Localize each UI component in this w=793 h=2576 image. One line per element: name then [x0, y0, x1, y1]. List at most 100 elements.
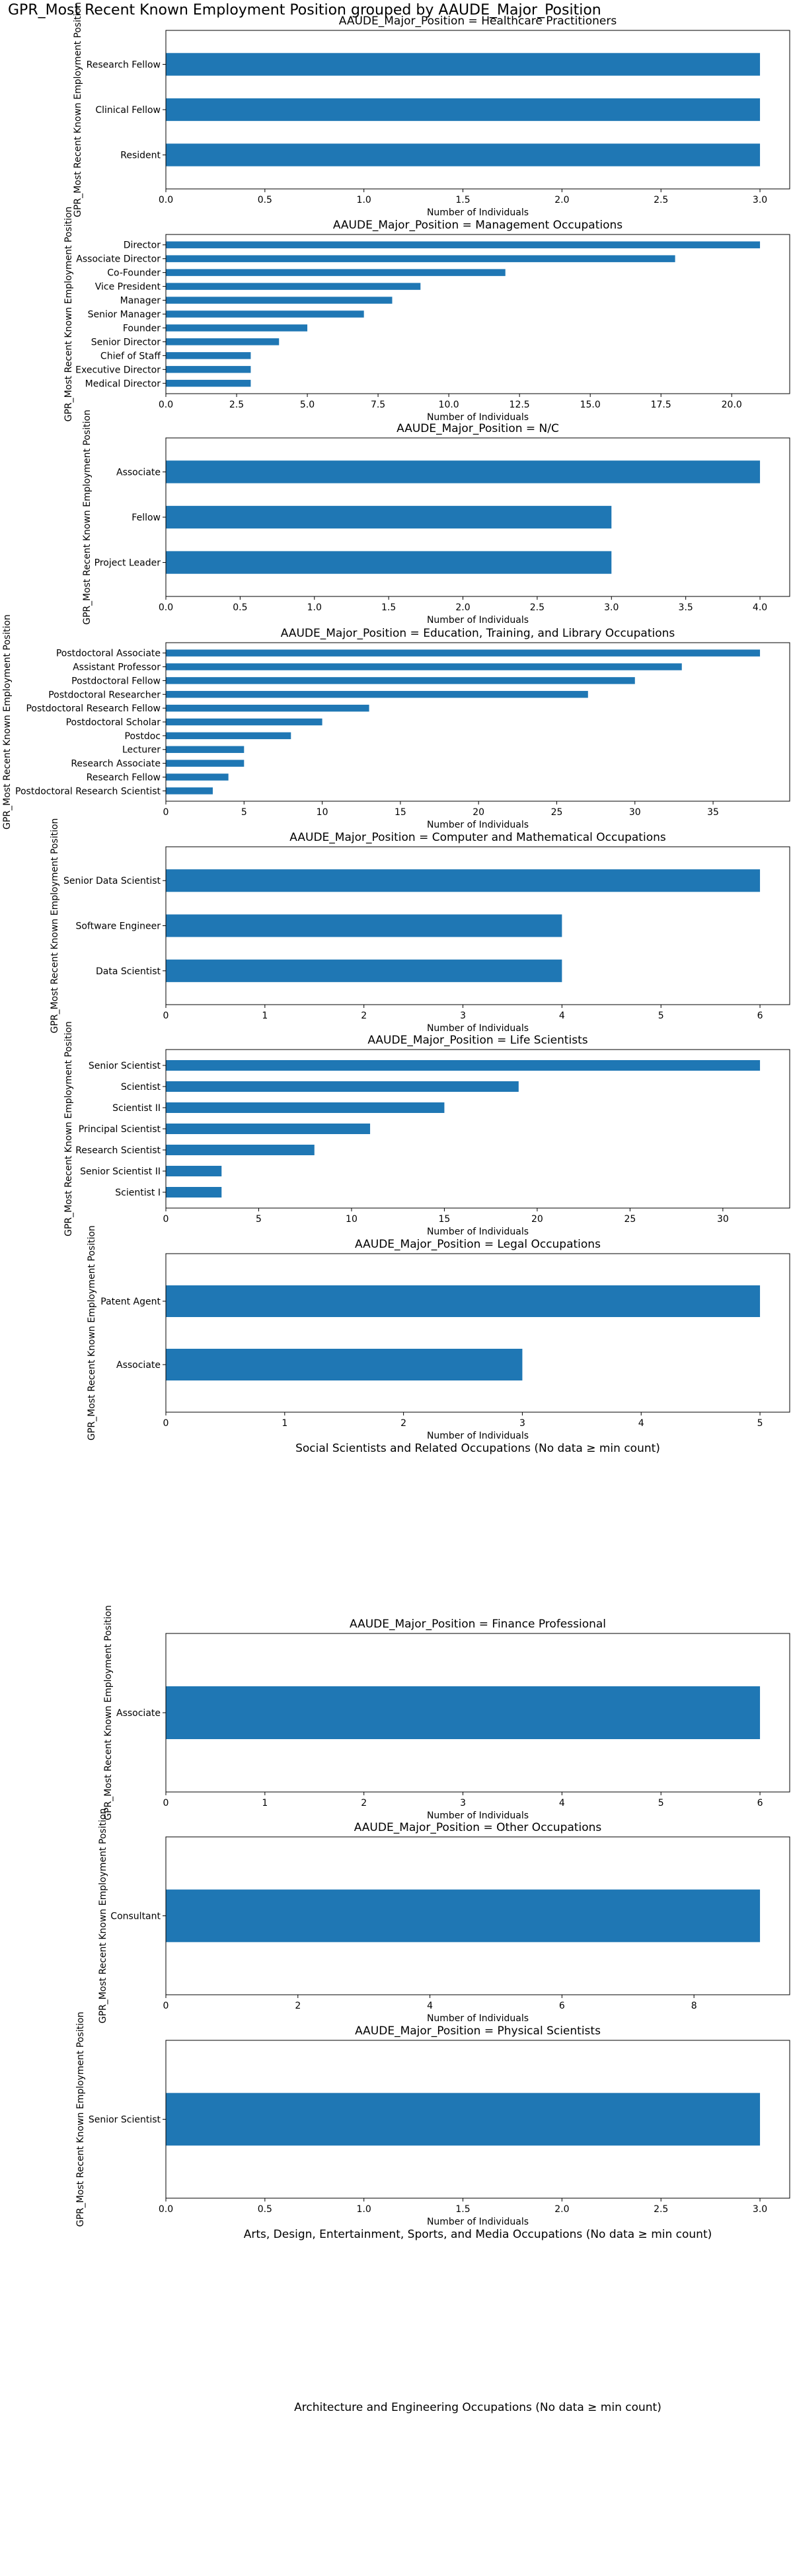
- panel-4-xtick-label: 10: [317, 807, 328, 818]
- panel-1-xtick-label: 1.5: [455, 195, 470, 205]
- panel-3-xtick-label: 1.5: [381, 602, 396, 613]
- panel-6-xtick-label: 20: [531, 1214, 543, 1225]
- panel-9-xtick-label: 1: [262, 1798, 268, 1808]
- panel-6-xtick-label: 0: [163, 1214, 169, 1225]
- panel-9-xtick-label: 3: [460, 1798, 466, 1808]
- panel-2-bar: [166, 366, 251, 373]
- panel-1-xtick-label: 0.5: [258, 195, 272, 205]
- panel-2-bar: [166, 380, 251, 387]
- panel-11-xtick-label: 1.0: [357, 2204, 371, 2215]
- panel-6-bar: [166, 1145, 315, 1155]
- panel-3-bar: [166, 505, 612, 529]
- panel-4-bar: [166, 718, 322, 726]
- panel-3-axes-frame: [165, 437, 790, 597]
- panel-10-xtick-label: 6: [559, 2001, 565, 2011]
- panel-5-bar: [166, 869, 761, 892]
- panel-6-ylabel: GPR_Most Recent Known Employment Positio…: [63, 1021, 74, 1236]
- panel-9-title: AAUDE_Major_Position = Finance Professio…: [350, 1618, 606, 1631]
- panel-12-empty-title: Arts, Design, Entertainment, Sports, and…: [244, 2228, 712, 2241]
- panel-2-xtick-label: 12.5: [510, 400, 530, 410]
- panel-11-xlabel: Number of Individuals: [427, 2217, 529, 2227]
- panel-4-bar: [166, 773, 229, 781]
- panel-3-xtick-label: 0.0: [159, 602, 173, 613]
- panel-6-axes-frame: [165, 1049, 790, 1209]
- panel-13-empty-title: Architecture and Engineering Occupations…: [294, 2401, 661, 2414]
- panel-4-ytick-label: Research Associate: [71, 759, 161, 769]
- panel-9-xtick-label: 5: [658, 1798, 664, 1808]
- panel-6-xtick-label: 5: [256, 1214, 262, 1225]
- panel-5-xtick-label: 3: [460, 1011, 466, 1021]
- panel-1-bar: [166, 98, 761, 122]
- panel-11-title: AAUDE_Major_Position = Physical Scientis…: [355, 2024, 601, 2038]
- panel-11-axes-frame: [165, 2040, 790, 2199]
- panel-4-bar: [166, 677, 635, 684]
- panel-5-xtick-label: 0: [163, 1011, 169, 1021]
- panel-5-ytick-label: Data Scientist: [96, 966, 161, 977]
- panel-3-ylabel: GPR_Most Recent Known Employment Positio…: [82, 410, 93, 625]
- panel-7-xtick-label: 2: [400, 1418, 406, 1429]
- panel-1-ytick-label: Resident: [120, 151, 161, 161]
- figure-title: GPR_Most Recent Known Employment Positio…: [8, 2, 601, 18]
- panel-4-ytick-label: Postdoctoral Associate: [56, 649, 161, 659]
- panel-11-xtick-label: 2.0: [554, 2204, 569, 2215]
- panel-5-xtick-label: 6: [757, 1011, 763, 1021]
- panel-2-xtick-label: 17.5: [651, 400, 671, 410]
- panel-1-title: AAUDE_Major_Position = Healthcare Practi…: [339, 15, 617, 28]
- panel-1-xtick-label: 2.0: [554, 195, 569, 205]
- panel-9-bar: [166, 1686, 761, 1739]
- panel-5-xtick-label: 4: [559, 1011, 565, 1021]
- panel-1-axes-frame: [165, 30, 790, 190]
- panel-1-xtick-label: 1.0: [357, 195, 371, 205]
- panel-4-ytick-label: Postdoctoral Researcher: [48, 690, 161, 700]
- panel-10-xlabel: Number of Individuals: [427, 2013, 529, 2024]
- panel-3-title: AAUDE_Major_Position = N/C: [397, 422, 559, 435]
- panel-6-ytick-label: Principal Scientist: [79, 1124, 161, 1135]
- panel-2-ytick-label: Manager: [120, 296, 161, 306]
- panel-2-ytick-label: Medical Director: [85, 378, 161, 389]
- panel-4-bar: [166, 649, 761, 657]
- panel-6-xtick-label: 30: [717, 1214, 729, 1225]
- panel-4-xtick-label: 5: [241, 807, 247, 818]
- panel-4-ytick-label: Postdoctoral Fellow: [71, 676, 161, 686]
- panel-4-ylabel: GPR_Most Recent Known Employment Positio…: [2, 614, 13, 830]
- panel-4-xtick-label: 15: [395, 807, 406, 818]
- panel-2-title: AAUDE_Major_Position = Management Occupa…: [333, 219, 623, 232]
- panel-6-ytick-label: Senior Scientist II: [80, 1166, 161, 1177]
- panel-4-ytick-label: Assistant Professor: [73, 662, 161, 673]
- panel-3-ytick-label: Associate: [116, 467, 161, 478]
- panel-2-ytick-label: Founder: [123, 323, 161, 334]
- panel-6-xlabel: Number of Individuals: [427, 1227, 529, 1237]
- panel-9-xtick-label: 2: [361, 1798, 367, 1808]
- panel-4-ytick-label: Lecturer: [122, 745, 161, 756]
- panel-4-xtick-label: 25: [551, 807, 563, 818]
- panel-3-xlabel: Number of Individuals: [427, 615, 529, 626]
- panel-6-ytick-label: Scientist II: [112, 1103, 161, 1114]
- panel-9-xtick-label: 4: [559, 1798, 565, 1808]
- panel-11-bar: [166, 2093, 761, 2146]
- panel-2-bar: [166, 310, 364, 318]
- panel-11-xtick-label: 3.0: [753, 2204, 767, 2215]
- panel-3-xtick-label: 1.0: [307, 602, 322, 613]
- panel-2-ytick-label: Director: [124, 240, 161, 251]
- panel-5-xtick-label: 5: [658, 1011, 664, 1021]
- panel-10-ytick-label: Consultant: [110, 1912, 161, 1922]
- panel-10-bar: [166, 1889, 761, 1943]
- panel-4-bar: [166, 732, 291, 740]
- panel-2-ytick-label: Senior Manager: [88, 310, 161, 320]
- panel-6-ytick-label: Senior Scientist: [89, 1061, 161, 1071]
- panel-2-xtick-label: 15.0: [580, 400, 601, 410]
- panel-3-xtick-label: 2.0: [455, 602, 470, 613]
- panel-4-bar: [166, 704, 369, 712]
- panel-4-ytick-label: Postdoctoral Research Scientist: [15, 786, 161, 797]
- panel-10-ylabel: GPR_Most Recent Known Employment Positio…: [98, 1808, 108, 2024]
- panel-4-ytick-label: Postdoc: [125, 731, 161, 742]
- panel-7-ytick-label: Associate: [116, 1360, 161, 1371]
- panel-6-bar: [166, 1102, 445, 1113]
- panel-3-xtick-label: 3.5: [679, 602, 693, 613]
- panel-2-xtick-label: 2.5: [229, 400, 244, 410]
- panel-6-ytick-label: Scientist I: [115, 1188, 161, 1198]
- panel-7-xtick-label: 5: [757, 1418, 763, 1429]
- panel-5-title: AAUDE_Major_Position = Computer and Math…: [289, 831, 666, 844]
- panel-1-ylabel: GPR_Most Recent Known Employment Positio…: [73, 2, 83, 217]
- panel-7-xtick-label: 1: [282, 1418, 287, 1429]
